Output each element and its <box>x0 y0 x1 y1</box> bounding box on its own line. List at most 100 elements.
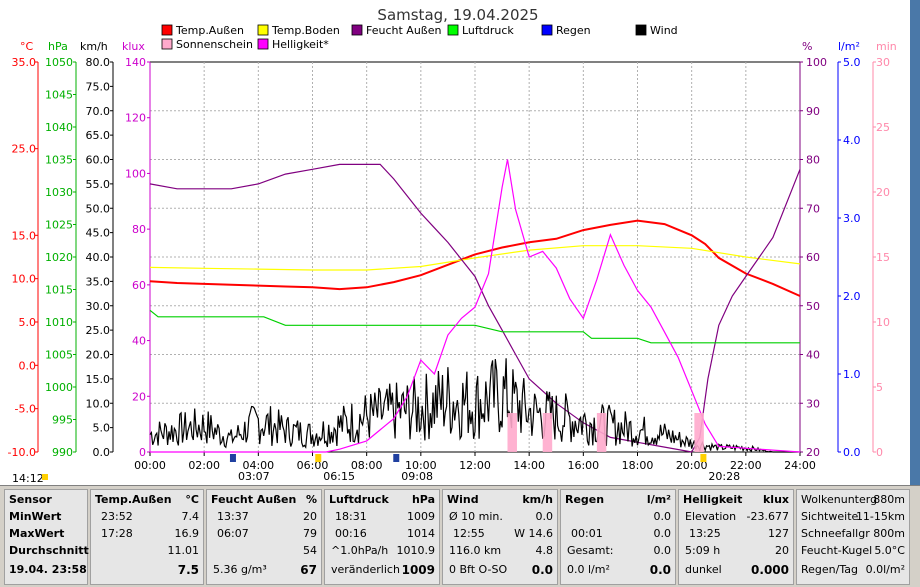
ticklabel-pct-2: 80 <box>806 154 820 167</box>
hell-max-time: 13:25 <box>689 527 721 540</box>
temp-max-val: 16.9 <box>174 527 200 540</box>
wind-header: Wind <box>447 493 479 506</box>
extra-val-3: 5.0°C <box>874 544 905 557</box>
extra-val-1: 11-15km <box>855 510 905 523</box>
extra-val-0: 880m <box>873 493 905 506</box>
extra-label-0: Wolkenunterg <box>801 493 878 506</box>
luft-min-time: 18:31 <box>335 510 367 523</box>
extra-label-3: Feucht-Kugel <box>801 544 873 557</box>
xticklabel-8: 16:00 <box>567 459 599 472</box>
luft-unit: hPa <box>411 493 435 506</box>
ticklabel-hpa-0: 1050 <box>45 56 73 69</box>
legend-swatch-1 <box>257 24 269 36</box>
series-line-helligkeit- <box>150 159 801 453</box>
col-wind: Wind km/h Ø 10 min. 0.0 12:55 W 14.6 116.0 … <box>442 489 558 585</box>
regen-total-val: 0.0 <box>653 544 672 557</box>
col-temp: Temp.Außen °C 23:52 7.4 17:28 16.9 11.01 7.… <box>90 489 204 585</box>
ticklabel-lm2-0: 5.0 <box>843 56 861 69</box>
ticklabel-hpa-5: 1025 <box>45 219 73 232</box>
ticklabel-kmh-9: 35.0 <box>86 275 111 288</box>
unit-lm2: l/m² <box>838 40 860 53</box>
hell-elev-label: Elevation <box>685 510 737 523</box>
temp-header: Temp.Außen <box>95 493 172 506</box>
wind-avg-val: 4.8 <box>535 544 554 557</box>
sonnenschein-bar-2 <box>596 413 607 452</box>
ticklabel-min-6: 0 <box>876 446 883 459</box>
ticklabel-kmh-11: 25.0 <box>86 324 111 337</box>
row-label-current: 19.04. 23:58 <box>9 563 87 576</box>
ticklabel-lm2-3: 2.0 <box>843 290 861 303</box>
ticklabel-min-4: 10 <box>876 316 890 329</box>
ticklabel-pct-6: 40 <box>806 349 820 362</box>
legend-swatch-7 <box>257 38 269 50</box>
ticklabel-lm2-1: 4.0 <box>843 134 861 147</box>
legend-swatch-6 <box>161 38 173 50</box>
xticklabel-10: 20:00 <box>676 459 708 472</box>
sonnenschein-bar-1 <box>542 413 553 452</box>
unit-kmh: km/h <box>80 40 108 53</box>
regen-current-val: 0.0 <box>649 563 671 577</box>
luft-avg-val: 1010.9 <box>396 544 436 557</box>
xticklabel-2: 04:00 <box>242 459 274 472</box>
temp-min-val: 7.4 <box>181 510 200 523</box>
unit-min: min <box>876 40 897 53</box>
ticklabel-klux-5: 40 <box>132 335 146 348</box>
hell-elev-val: -23.677 <box>746 510 789 523</box>
ticklabel-kmh-15: 5.0 <box>93 422 111 435</box>
x-axis: 00:00 02:00 04:00 06:00 08:00 10:00 12:00 14:00… <box>134 452 816 472</box>
extra-val-2: 800m <box>873 527 905 540</box>
luft-forecast: veränderlich <box>331 563 400 576</box>
unit-hpa: hPa <box>48 40 68 53</box>
ticklabel-min-5: 5 <box>876 381 883 394</box>
current-time-label: 14:12 <box>12 472 44 485</box>
ticklabel-pct-3: 70 <box>806 202 820 215</box>
xticklabel-5: 10:00 <box>405 459 437 472</box>
xticklabel-7: 14:00 <box>513 459 545 472</box>
wind-current-val: 0.0 <box>531 563 553 577</box>
temp-max-time: 17:28 <box>101 527 133 540</box>
legend-swatch-3 <box>447 24 459 36</box>
feucht-max-val: 79 <box>303 527 317 540</box>
hell-current-val: 0.000 <box>751 563 789 577</box>
legend-label-6: Sonnenschein <box>176 38 253 51</box>
extra-label-4: Regen/Tag <box>801 563 858 576</box>
xticklabel-4: 08:00 <box>351 459 383 472</box>
xticklabel-3: 06:00 <box>297 459 329 472</box>
temp-current-val: 7.5 <box>177 563 199 577</box>
ticklabel-hpa-3: 1035 <box>45 154 73 167</box>
ticklabel-hpa-10: 1000 <box>45 381 73 394</box>
regen-min-val: 0.0 <box>653 510 672 523</box>
ticklabel-temp-3: 10.0 <box>12 273 37 286</box>
ticklabel-kmh-12: 20.0 <box>86 349 111 362</box>
legend-label-0: Temp.Außen <box>175 24 244 37</box>
ticklabel-kmh-13: 15.0 <box>86 373 111 386</box>
legend-label-2: Feucht Außen <box>366 24 441 37</box>
ticklabel-pct-5: 50 <box>806 300 820 313</box>
sunrise-mark <box>315 454 322 462</box>
unit-klux: klux <box>122 40 145 53</box>
legend-label-5: Wind <box>650 24 678 37</box>
ticklabel-hpa-8: 1010 <box>45 316 73 329</box>
wind-bft: 0 Bft O-SO <box>449 563 508 576</box>
ticklabel-hpa-1: 1045 <box>45 89 73 102</box>
ticklabel-kmh-4: 60.0 <box>86 154 111 167</box>
regen-day: 0.0 l/m² <box>567 563 610 576</box>
row-label-max: MaxWert <box>9 527 65 540</box>
xticklabel-0: 00:00 <box>134 459 166 472</box>
unit-pct: % <box>802 40 812 53</box>
regen-header: Regen <box>565 493 605 506</box>
luft-max-time: 00:16 <box>335 527 367 540</box>
weather-chart: Samstag, 19.04.2025 °C hPa km/h klux % l… <box>8 6 897 485</box>
xticklabel-1: 02:00 <box>188 459 220 472</box>
moonrise-label: 03:07 <box>238 470 270 483</box>
legend-swatch-5 <box>635 24 647 36</box>
grid <box>150 62 800 452</box>
ticklabel-kmh-5: 55.0 <box>86 178 111 191</box>
sonnenschein-bar-0 <box>507 413 517 452</box>
luft-max-val: 1014 <box>407 527 435 540</box>
ticklabel-temp-2: 15.0 <box>12 229 37 242</box>
sensor-header: Sensor <box>9 493 52 506</box>
feucht-avg-val: 54 <box>303 544 317 557</box>
ticklabel-min-1: 25 <box>876 121 890 134</box>
xticklabel-12: 24:00 <box>784 459 816 472</box>
